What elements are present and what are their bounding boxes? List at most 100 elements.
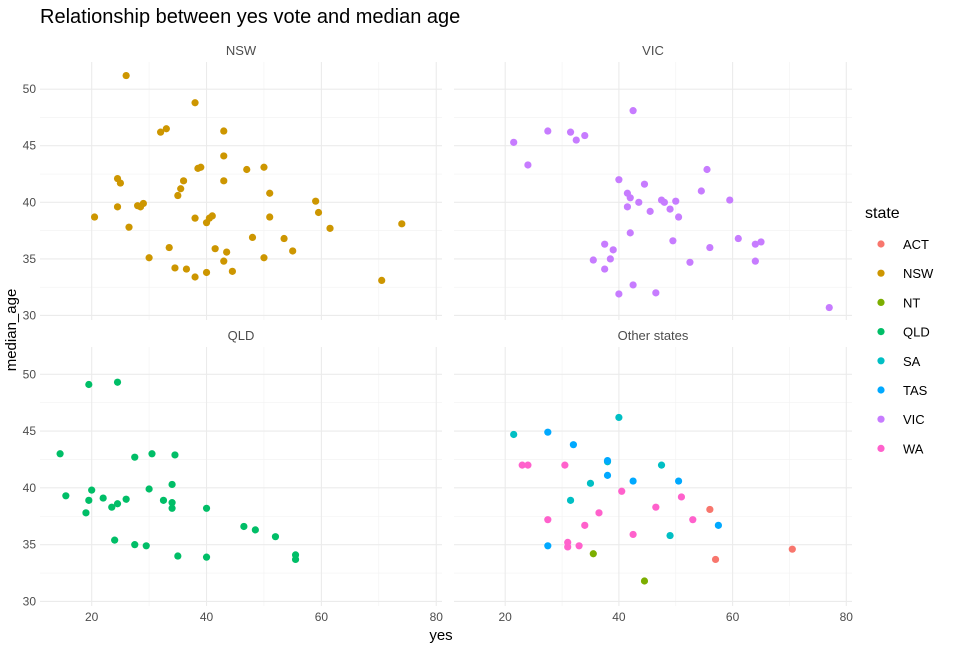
data-point-qld	[85, 496, 93, 504]
data-point-tas	[603, 471, 612, 479]
data-point-qld	[159, 496, 168, 504]
data-point-sa	[657, 461, 666, 469]
data-point-vic	[601, 265, 609, 273]
data-point-qld	[251, 526, 259, 534]
legend-label-sa: SA	[903, 354, 921, 369]
y-tick-label: 45	[23, 139, 37, 153]
legend-key-vic	[877, 415, 885, 423]
data-point-sa	[510, 430, 518, 439]
data-point-tas	[569, 441, 578, 449]
x-tick-label: 80	[430, 610, 444, 624]
data-point-vic	[674, 213, 683, 221]
data-point-nsw	[220, 127, 228, 135]
data-point-vic	[672, 197, 680, 205]
data-point-vic	[629, 107, 637, 115]
data-point-nsw	[280, 234, 288, 243]
data-point-tas	[674, 477, 683, 485]
data-point-qld	[111, 536, 119, 544]
data-point-nsw	[197, 163, 205, 171]
legend-key-act	[877, 240, 885, 248]
y-tick-label: 40	[23, 481, 37, 495]
data-point-qld	[99, 494, 107, 502]
x-tick-label: 60	[726, 610, 740, 624]
data-point-nsw	[182, 265, 191, 273]
data-point-nsw	[220, 152, 228, 160]
data-point-vic	[640, 180, 649, 188]
data-point-vic	[524, 161, 532, 169]
data-point-nsw	[90, 213, 99, 221]
x-tick-label: 40	[612, 610, 626, 624]
data-point-tas	[629, 477, 637, 485]
data-point-vic	[626, 229, 634, 237]
data-point-vic	[615, 290, 623, 298]
data-point-qld	[168, 499, 176, 507]
data-point-wa	[618, 487, 626, 495]
legend-label-wa: WA	[903, 441, 924, 456]
data-point-vic	[686, 258, 694, 266]
legend-key-nsw	[877, 269, 885, 277]
data-point-qld	[131, 541, 139, 549]
data-point-nsw	[125, 223, 133, 231]
x-tick-label: 80	[840, 610, 854, 624]
data-point-nsw	[202, 268, 211, 277]
data-point-qld	[142, 542, 150, 550]
data-point-nsw	[378, 276, 386, 284]
data-point-qld	[202, 504, 211, 512]
data-point-vic	[825, 303, 833, 312]
data-point-qld	[113, 378, 122, 386]
data-point-vic	[751, 240, 759, 248]
data-point-nsw	[174, 191, 182, 200]
y-tick-label: 50	[23, 82, 37, 96]
facet-strip-label: QLD	[228, 328, 255, 343]
data-point-tas	[544, 428, 552, 436]
data-point-vic	[572, 136, 580, 144]
data-point-nsw	[136, 203, 145, 211]
data-point-wa	[689, 516, 697, 524]
data-point-qld	[62, 492, 70, 500]
data-point-sa	[666, 531, 674, 540]
data-point-qld	[171, 451, 179, 459]
data-point-nsw	[122, 71, 130, 80]
legend-label-qld: QLD	[903, 325, 930, 340]
data-point-wa	[564, 543, 572, 551]
data-point-wa	[561, 461, 569, 469]
data-point-nsw	[211, 245, 219, 253]
data-point-wa	[575, 542, 583, 550]
legend-key-qld	[877, 328, 885, 336]
data-point-sa	[615, 413, 623, 422]
y-tick-label: 50	[23, 367, 37, 381]
y-tick-label: 30	[23, 594, 37, 608]
data-point-vic	[734, 234, 742, 243]
data-point-qld	[145, 485, 153, 493]
facet-panel: NSW 30 35 40 45 50	[23, 43, 442, 322]
legend-title: state	[865, 205, 900, 222]
data-point-nsw	[248, 233, 257, 241]
data-point-nsw	[289, 247, 297, 255]
data-point-qld	[148, 450, 156, 458]
legend-key-sa	[877, 357, 885, 365]
legend-key-wa	[877, 444, 885, 452]
data-point-qld	[271, 533, 280, 541]
legend: state ACT NSW NT QLD SA TAS VIC WA	[865, 205, 934, 456]
x-tick-label: 20	[498, 610, 512, 624]
y-tick-label: 45	[23, 424, 37, 438]
data-point-qld	[82, 509, 90, 517]
data-point-qld	[131, 453, 139, 461]
data-point-act	[706, 505, 714, 514]
data-point-qld	[291, 555, 300, 564]
facet-panel: Other states 20 40 60 80	[454, 328, 853, 624]
data-point-tas	[544, 542, 552, 550]
data-point-nsw	[220, 177, 228, 185]
data-point-vic	[566, 128, 575, 136]
chart-title: Relationship between yes vote and median…	[40, 6, 460, 28]
y-tick-label: 35	[23, 252, 37, 266]
data-point-vic	[646, 207, 654, 215]
data-point-vic	[609, 246, 617, 254]
x-axis-label: yes	[429, 627, 452, 644]
data-point-wa	[629, 530, 637, 539]
legend-label-act: ACT	[903, 237, 929, 252]
data-point-vic	[757, 238, 765, 246]
data-point-vic	[601, 240, 609, 248]
data-point-nsw	[260, 163, 268, 171]
legend-label-tas: TAS	[903, 383, 928, 398]
